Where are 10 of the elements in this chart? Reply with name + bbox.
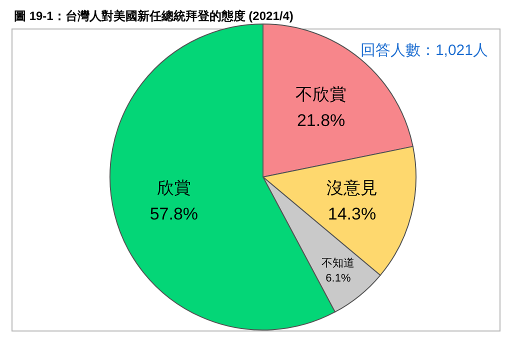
text: 回答人數：1,021人	[360, 42, 488, 59]
data-label: 57.8%	[150, 204, 198, 224]
chart-title: 圖 19-1：台灣人對美國新任總統拜登的態度 (2021/4)	[14, 9, 294, 23]
data-label: 6.1%	[326, 272, 351, 285]
slice-label: 欣賞	[156, 178, 191, 198]
slice-label: 沒意見	[326, 178, 378, 198]
data-label: 21.8%	[296, 110, 346, 130]
slice-label: 不知道	[322, 258, 355, 270]
data-label: 14.3%	[328, 204, 376, 224]
slice-label: 不欣賞	[296, 84, 347, 104]
